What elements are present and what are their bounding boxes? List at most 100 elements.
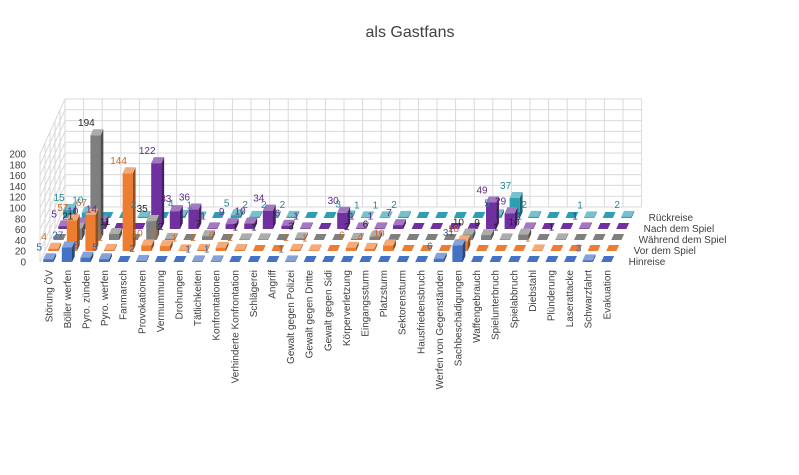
category-label: Gewalt gegen Sidi bbox=[323, 270, 334, 351]
bar-side-face bbox=[374, 242, 378, 251]
bar-top-face bbox=[452, 239, 466, 246]
bar-top-face bbox=[164, 232, 178, 239]
floor-tile bbox=[430, 222, 444, 229]
bar-top-face bbox=[262, 204, 276, 211]
bar-side-face bbox=[180, 205, 183, 229]
bar-side-face bbox=[296, 210, 300, 218]
bar-front-face bbox=[433, 258, 444, 262]
bar-top-face bbox=[350, 232, 364, 239]
data-label: 7 bbox=[195, 219, 201, 230]
data-label: 1 bbox=[373, 200, 379, 211]
bar-side-face bbox=[565, 233, 569, 240]
floor-tile bbox=[132, 222, 146, 229]
floor-tile bbox=[416, 211, 430, 218]
data-label: 49 bbox=[476, 186, 488, 197]
data-label: 5 bbox=[92, 242, 98, 253]
bar bbox=[207, 222, 220, 229]
bar-side-face bbox=[151, 239, 155, 251]
bar-top-face bbox=[61, 241, 75, 248]
data-label: 5 bbox=[224, 198, 230, 209]
bar bbox=[257, 233, 271, 240]
bar-top-face bbox=[355, 222, 369, 229]
data-label: 1 bbox=[185, 244, 191, 255]
bar-top-face bbox=[509, 191, 523, 199]
data-label: 8 bbox=[74, 241, 80, 252]
bar bbox=[80, 251, 94, 262]
bar-front-face bbox=[257, 239, 268, 240]
category-label: Konfrontationen bbox=[212, 270, 223, 341]
bar-top-face bbox=[215, 241, 229, 248]
bar-front-face bbox=[137, 216, 148, 218]
bar-side-face bbox=[393, 239, 396, 251]
bar-side-face bbox=[72, 241, 75, 262]
bar-front-face bbox=[80, 257, 91, 262]
bar-side-face bbox=[514, 207, 518, 229]
bar-side-face bbox=[356, 241, 359, 251]
category-label: Evakuation bbox=[602, 270, 613, 319]
data-label: 1 bbox=[302, 233, 308, 244]
bar-side-face bbox=[114, 243, 117, 251]
bar bbox=[104, 243, 117, 251]
data-label: 67 bbox=[76, 198, 88, 209]
y-tick-label: 140 bbox=[9, 182, 26, 193]
bar-front-face bbox=[621, 216, 632, 218]
bar-side-face bbox=[58, 242, 62, 251]
floor-tile bbox=[508, 255, 522, 262]
bar-top-face bbox=[207, 222, 220, 229]
floor-tile bbox=[565, 211, 579, 218]
bar-side-face bbox=[220, 255, 224, 262]
bar-side-face bbox=[240, 209, 244, 218]
bar-side-face bbox=[202, 255, 205, 262]
bar-front-face bbox=[202, 236, 213, 240]
floor-tile bbox=[378, 255, 391, 262]
bar-top-face bbox=[383, 239, 396, 246]
floor-tile bbox=[425, 233, 439, 240]
bar-front-face bbox=[48, 248, 59, 251]
data-label: 2 bbox=[614, 200, 620, 211]
bar-front-face bbox=[109, 234, 120, 240]
bar-top-face bbox=[137, 210, 151, 217]
floor-tile bbox=[453, 211, 467, 218]
data-label: 10 bbox=[72, 196, 84, 207]
bar-front-face bbox=[286, 216, 297, 218]
bar-side-face bbox=[212, 230, 215, 240]
bar-top-face bbox=[621, 210, 635, 217]
floor-tile bbox=[550, 244, 564, 251]
bar-side-face bbox=[119, 228, 122, 240]
floor-tile bbox=[564, 255, 577, 262]
bar-side-face bbox=[203, 211, 207, 218]
bar bbox=[531, 244, 545, 251]
bar-top-face bbox=[136, 254, 150, 261]
bar-side-face bbox=[82, 222, 85, 240]
data-label: 1 bbox=[525, 233, 531, 244]
bar-side-face bbox=[146, 254, 150, 262]
bar-side-face bbox=[132, 167, 136, 251]
bar-top-face bbox=[178, 244, 192, 251]
data-label: 10 bbox=[453, 218, 465, 229]
bar-top-face bbox=[364, 242, 378, 249]
bar bbox=[374, 222, 388, 229]
floor-tile bbox=[602, 211, 616, 218]
bar-side-face bbox=[95, 208, 99, 251]
floor-tile bbox=[526, 255, 540, 262]
bar bbox=[555, 233, 569, 240]
category-label: Platzsturm bbox=[379, 270, 390, 317]
category-label: Waffengebrauch bbox=[472, 270, 483, 343]
bar-front-face bbox=[192, 261, 203, 262]
bar bbox=[61, 241, 75, 262]
bar-front-face bbox=[136, 260, 147, 262]
bar bbox=[398, 210, 411, 218]
bar-side-face bbox=[156, 215, 160, 240]
bar bbox=[43, 253, 57, 262]
bar-side-face bbox=[291, 219, 295, 229]
data-label: 10 bbox=[67, 207, 79, 218]
bar-top-face bbox=[141, 239, 155, 246]
data-label: 2 bbox=[280, 200, 286, 211]
bar bbox=[345, 241, 359, 251]
bar bbox=[159, 240, 173, 251]
bar-top-face bbox=[230, 209, 244, 216]
bar bbox=[481, 229, 494, 240]
floor-tile bbox=[323, 211, 337, 218]
